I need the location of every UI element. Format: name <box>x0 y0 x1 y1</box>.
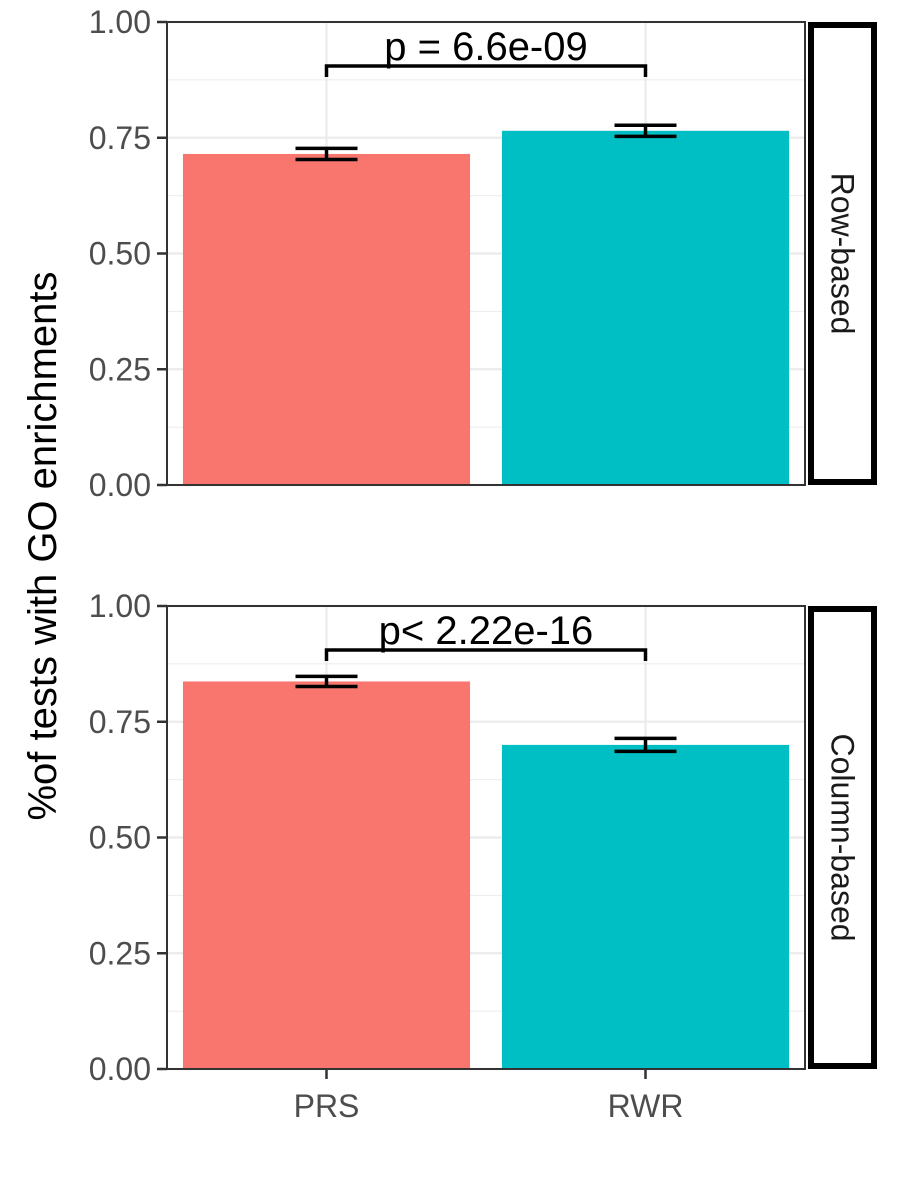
y-tick-label: 0.25 <box>89 351 151 387</box>
facet-strip: Column-based <box>808 606 877 1069</box>
bar-prs <box>182 681 471 1069</box>
facet-strip: Row-based <box>808 22 877 485</box>
significance-bracket <box>324 648 648 661</box>
panels-group: 0.00 0.25 0.50 0.75 1.00 p = 6.6e-09 Row-based… <box>89 4 877 1087</box>
bar-rwr <box>501 744 790 1069</box>
error-bar-rwr <box>614 736 677 754</box>
panel-1: 0.00 0.25 0.50 0.75 1.00 p = 6.6e-09 Row-based <box>89 4 877 503</box>
panel-border <box>166 605 806 1070</box>
facet-strip-label: Row-based <box>825 173 861 335</box>
p-value-label: p< 2.22e-16 <box>379 609 594 653</box>
x-tick-label-rwr: RWR <box>608 1088 684 1124</box>
y-tick-label: 1.00 <box>89 4 151 40</box>
y-tick-label: 0.25 <box>89 935 151 971</box>
y-tick-label: 0.75 <box>89 120 151 156</box>
facet-strip-box <box>808 22 877 485</box>
panel-2: 0.00 0.25 0.50 0.75 1.00 p< 2.22e-16 Column-ba… <box>89 588 877 1087</box>
error-bar-prs <box>295 146 358 162</box>
panel-border <box>166 21 806 486</box>
y-tick-label: 0.50 <box>89 236 151 272</box>
significance-bracket <box>324 64 648 77</box>
x-axis: PRS RWR <box>294 1069 684 1124</box>
y-tick-label: 0.00 <box>89 467 151 503</box>
x-tick-label-prs: PRS <box>294 1088 360 1124</box>
y-tick-label: 1.00 <box>89 588 151 624</box>
p-value-label: p = 6.6e-09 <box>384 25 588 69</box>
y-axis-title: %of tests with GO enrichments <box>21 271 65 820</box>
error-bar-rwr <box>614 123 677 139</box>
y-tick-label: 0.75 <box>89 704 151 740</box>
y-tick-label: 0.00 <box>89 1051 151 1087</box>
facet-strip-label: Column-based <box>825 733 861 941</box>
error-bar-prs <box>295 674 358 689</box>
y-tick-label: 0.50 <box>89 820 151 856</box>
facet-strip-box <box>808 606 877 1069</box>
bar-rwr <box>501 130 790 485</box>
bar-prs <box>182 153 471 485</box>
